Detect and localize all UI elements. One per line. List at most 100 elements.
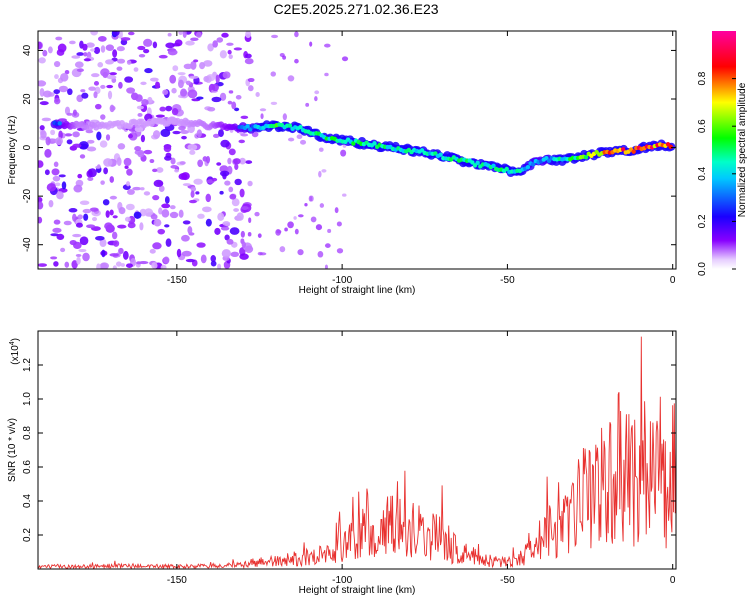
noise-speckle [38,197,43,203]
noise-speckle [76,68,84,73]
noise-speckle [100,180,105,185]
noise-speckle [160,128,171,138]
noise-speckle [137,45,146,51]
noise-speckle [181,234,190,242]
noise-speckle [144,208,154,217]
noise-speckle [227,49,232,55]
noise-speckle [109,195,118,200]
noise-speckle [310,216,317,223]
noise-speckle [203,60,213,67]
noise-speckle [248,217,252,224]
noise-speckle [100,114,106,120]
noise-speckle [86,146,97,152]
noise-speckle [271,34,279,39]
colorbar-tick-label: 0.0 [697,262,708,276]
noise-speckle [227,157,232,165]
noise-speckle [91,73,100,78]
noise-speckle [234,178,242,186]
noise-speckle [133,67,139,72]
noise-speckle [327,228,332,234]
noise-speckle [233,208,240,212]
noise-speckle [152,242,162,250]
noise-speckle [205,193,212,203]
noise-speckle [314,96,318,102]
noise-speckle [190,186,197,192]
noise-speckle [279,246,286,253]
noise-speckle [45,136,51,146]
ridge-point [248,127,253,132]
noise-speckle [111,231,118,240]
noise-speckle [219,170,230,177]
noise-speckle [294,228,299,235]
ridge-point [287,123,293,128]
spectrogram-x-label: Height of straight line (km) [299,285,416,296]
colorbar-gradient [712,31,736,269]
y-tick-label: 1.2 [22,358,33,372]
noise-speckle [324,43,331,48]
noise-speckle [211,96,222,103]
noise-speckle [42,49,48,57]
noise-speckle [58,130,63,140]
y-tick-label: 0.8 [22,426,33,440]
noise-speckle [52,227,62,233]
noise-speckle [287,137,295,142]
noise-speckle [105,59,114,65]
spectrogram-frame [37,30,677,270]
noise-speckle [152,41,158,49]
noise-speckle [144,68,153,74]
noise-speckle [64,261,70,268]
noise-speckle [185,40,195,46]
noise-speckle [304,203,308,207]
noise-speckle [38,160,44,168]
noise-speckle [79,236,89,246]
noise-speckle [99,140,108,148]
ridge-point [530,162,536,167]
noise-speckle [226,238,234,245]
noise-speckle [174,168,180,173]
noise-speckle [60,72,69,82]
noise-speckle [117,143,126,150]
noise-speckle [207,43,214,52]
spectrogram-x-ticks: -150 -100 -50 0 [167,31,676,286]
noise-speckle [179,161,186,165]
noise-speckle [341,56,349,62]
noise-speckle [159,106,166,112]
noise-speckle [143,149,153,155]
noise-speckle [287,221,294,229]
noise-speckle [63,220,72,226]
noise-speckle [122,250,129,260]
y-tick-label: 1.0 [22,392,33,406]
snr-panel: -150 -100 -50 0 0.2 0.4 0.6 0.8 1.0 1.2 Height o… [7,330,677,596]
y-tick-label: 0.2 [22,528,33,542]
snr-y-multiplier-base: (x10 [10,345,21,365]
noise-speckle [190,37,199,42]
noise-speckle [156,167,164,173]
x-tick-label: -50 [500,575,515,586]
noise-speckle [165,42,175,49]
noise-speckle [85,129,94,134]
noise-speckle [143,38,153,47]
noise-speckle [215,74,220,84]
noise-speckle [90,48,95,52]
noise-speckle [46,183,57,192]
noise-speckle [181,250,192,257]
noise-speckle [54,74,59,80]
snr-y-multiplier: (x104) [9,338,21,365]
noise-speckle [233,47,243,51]
snr-y-multiplier-exp: 4 [9,341,16,345]
noise-speckle [210,260,217,267]
noise-speckle [213,133,220,138]
noise-speckle [172,65,179,72]
noise-speckle [38,41,43,50]
noise-speckle [241,206,249,210]
ridge-point [668,144,673,150]
noise-speckle [318,147,324,152]
noise-speckle [217,212,225,222]
noise-speckle [57,43,67,53]
noise-speckle [48,199,54,208]
noise-speckle [125,203,135,211]
ridge-point [470,160,475,165]
noise-speckle [189,150,196,155]
noise-speckle [211,177,218,182]
noise-speckle [197,159,204,168]
